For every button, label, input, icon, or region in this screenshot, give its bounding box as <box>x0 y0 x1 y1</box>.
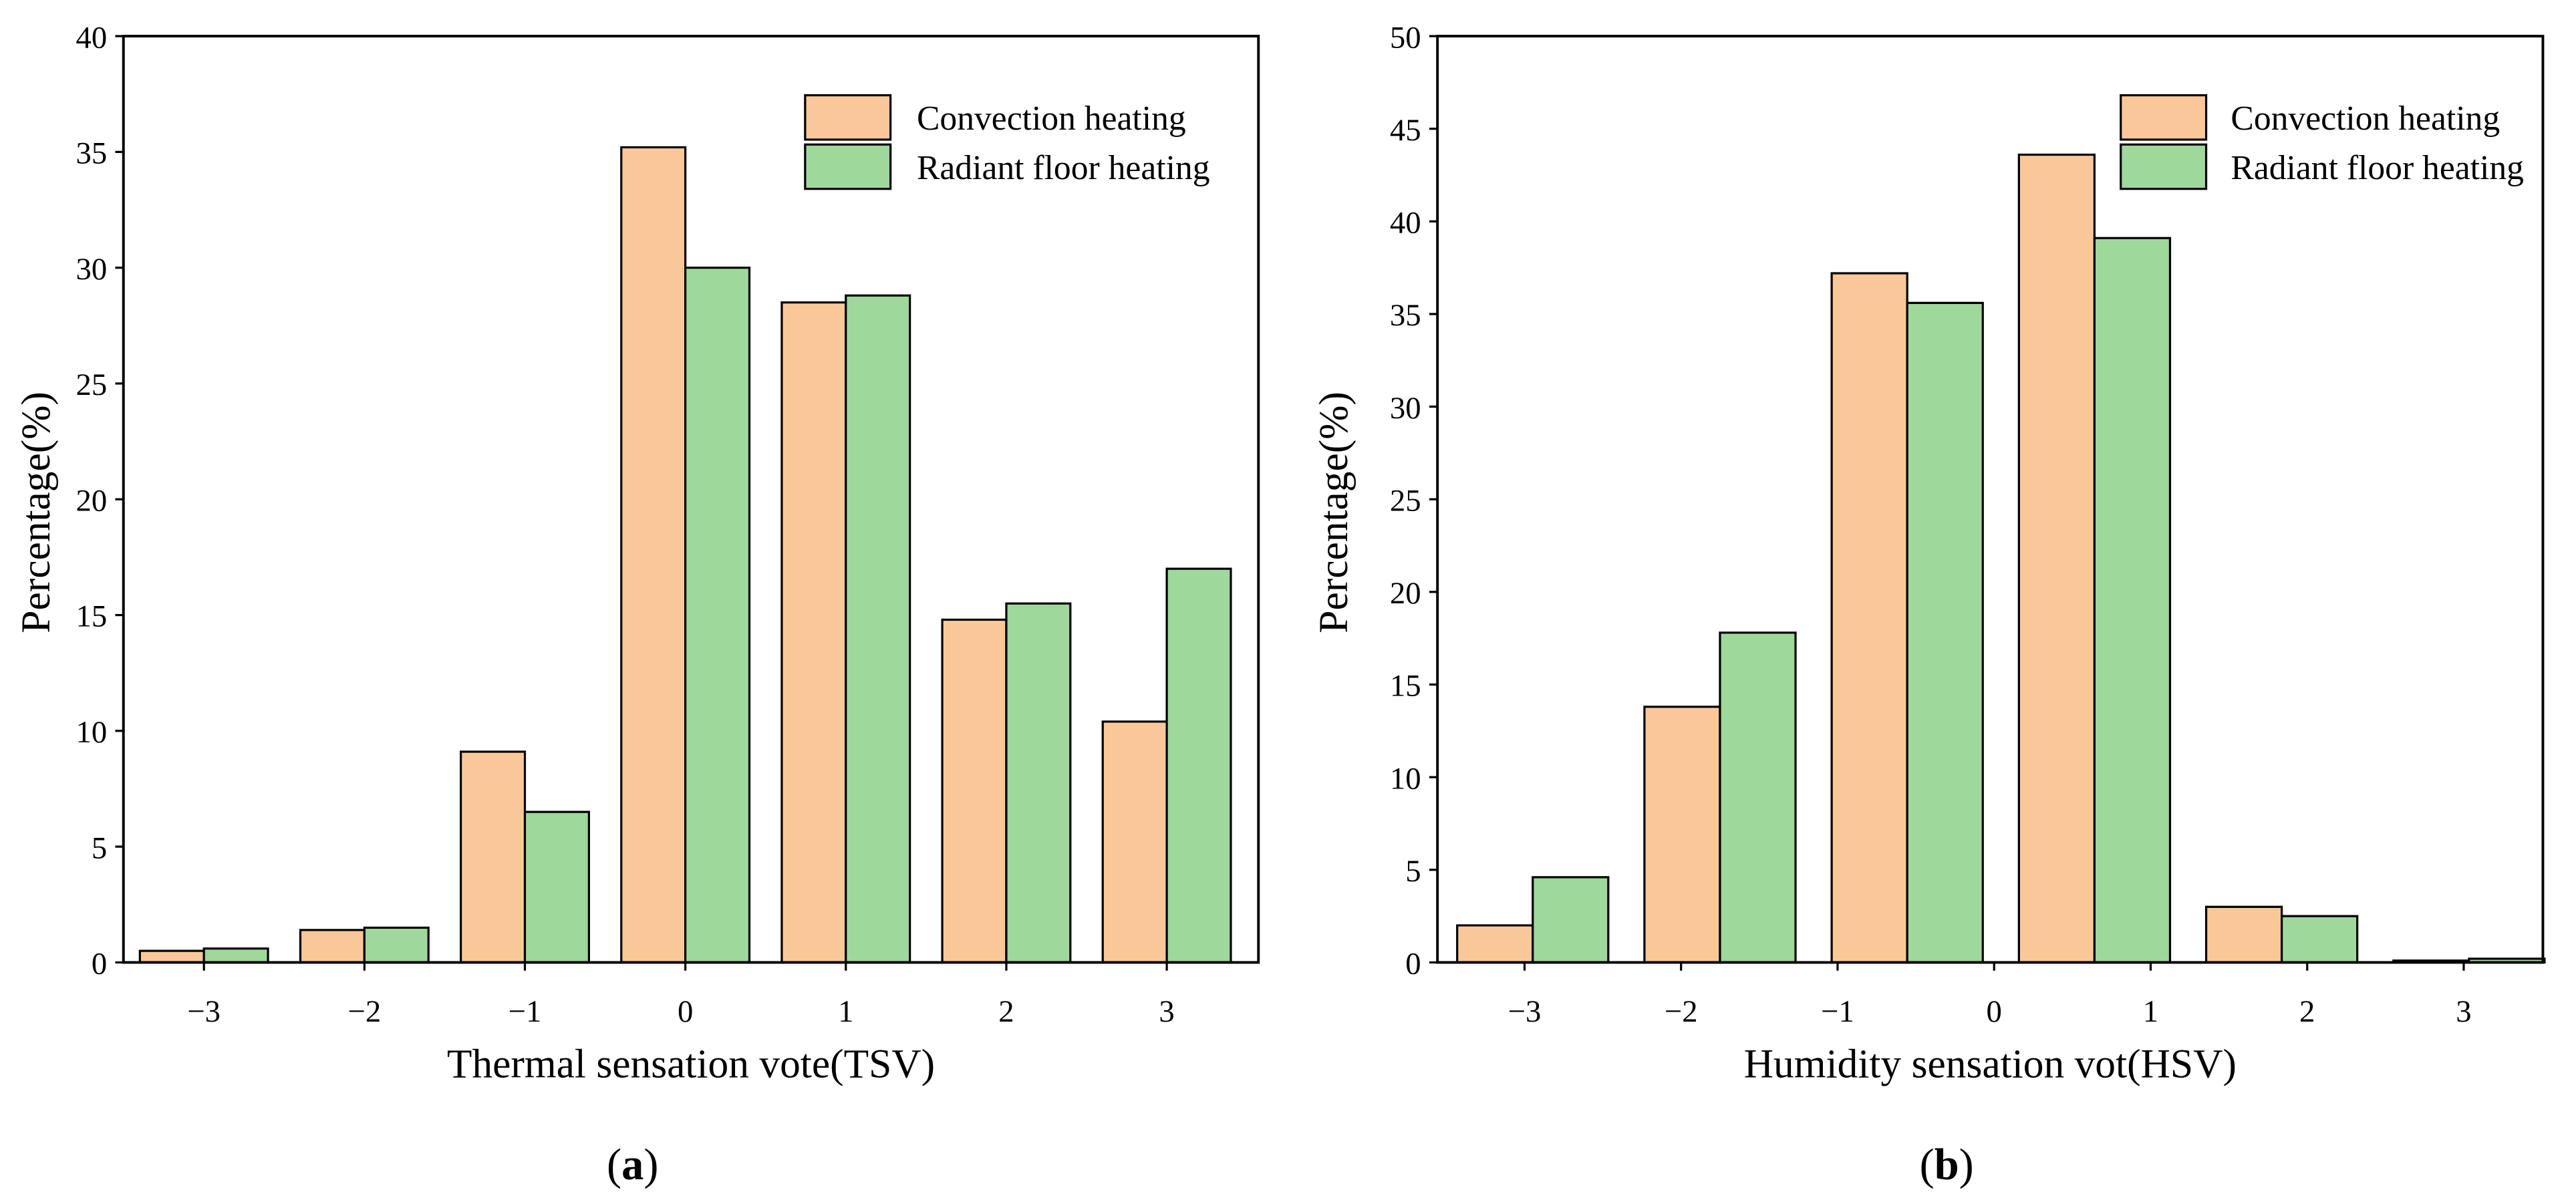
y-tick-label: 0 <box>92 947 107 982</box>
bar-radiant <box>684 267 751 964</box>
bar-convection <box>620 146 687 964</box>
y-tick-label: 30 <box>1390 391 1421 426</box>
y-tick-label: 25 <box>76 367 107 402</box>
bar-convection <box>460 750 527 964</box>
bar-convection <box>2204 905 2283 964</box>
bar-radiant <box>1719 631 1797 964</box>
y-tick-label: 20 <box>1390 576 1421 611</box>
x-tick-label: −2 <box>1665 994 1698 1029</box>
bar-radiant <box>1906 301 1984 964</box>
caption-paren: ) <box>1959 1141 1974 1189</box>
y-tick-label: 10 <box>1390 761 1421 796</box>
x-tick-label: 1 <box>2143 994 2158 1029</box>
panel-caption: (a) <box>607 1141 658 1189</box>
legend-label: Radiant floor heating <box>917 149 1210 187</box>
legend-swatch <box>2120 143 2208 190</box>
bar-radiant <box>1005 602 1072 964</box>
x-tick-label: 3 <box>1159 994 1174 1029</box>
x-tick-label: −3 <box>1508 994 1542 1029</box>
y-tick-label: 10 <box>76 715 107 750</box>
x-axis-label: Humidity sensation vot(HSV) <box>1744 1041 2237 1086</box>
y-axis-label: Percentage(%) <box>1311 392 1356 633</box>
caption-paren: ( <box>607 1141 621 1189</box>
bar-radiant <box>2281 915 2359 964</box>
y-tick-label: 35 <box>76 136 107 171</box>
y-axis-label: Percentage(%) <box>13 392 59 633</box>
bar-radiant <box>523 810 590 964</box>
caption-letter: a <box>621 1141 643 1189</box>
y-tick-label: 45 <box>1390 113 1421 148</box>
bar-convection <box>780 301 847 964</box>
legend-swatch <box>804 94 892 141</box>
x-tick-label: 0 <box>1987 994 2002 1029</box>
x-tick-label: 2 <box>998 994 1014 1029</box>
bar-radiant <box>1532 876 1610 964</box>
bar-radiant <box>845 294 911 964</box>
bar-convection <box>1643 706 1721 964</box>
bar-radiant <box>363 926 430 964</box>
bar-convection <box>1830 272 1908 964</box>
bar-convection <box>2017 153 2096 964</box>
x-tick-label: 3 <box>2456 994 2471 1029</box>
chart-panel-b: 0 5 10 15 20 25 30 35 40 45 50 −3 −2 −1 0 1 2 3 Humidity s… <box>1311 20 2546 1189</box>
y-tick-label: 25 <box>1390 483 1421 518</box>
y-tick-label: 15 <box>76 599 107 634</box>
bar-radiant <box>2093 237 2172 964</box>
caption-paren: ) <box>643 1141 658 1189</box>
plot-frame <box>1436 35 2545 964</box>
legend-label: Convection heating <box>917 100 1186 138</box>
caption-paren: ( <box>1920 1141 1935 1189</box>
bar-convection <box>1101 720 1168 964</box>
x-axis-label: Thermal sensation vote(TSV) <box>447 1041 935 1086</box>
bar-radiant <box>202 947 269 964</box>
x-tick-label: 0 <box>678 994 693 1029</box>
y-tick-label: 15 <box>1390 669 1421 704</box>
legend-label: Radiant floor heating <box>2231 149 2524 187</box>
y-tick-label: 0 <box>1405 947 1421 982</box>
chart-panel-a: 0 5 10 15 20 25 30 35 40 −3 −2 −1 0 1 2 3 Thermal sensat… <box>13 20 1260 1189</box>
bar-convection <box>941 618 1008 964</box>
bar-radiant <box>1165 567 1232 964</box>
x-tick-label: −1 <box>1821 994 1854 1029</box>
caption-letter: b <box>1935 1141 1959 1189</box>
panel-caption: (b) <box>1920 1141 1974 1189</box>
x-tick-label: −3 <box>187 994 221 1029</box>
x-tick-label: 2 <box>2299 994 2315 1029</box>
y-tick-label: 40 <box>1390 206 1421 241</box>
bar-convection <box>1456 924 1534 964</box>
x-tick-label: −1 <box>509 994 542 1029</box>
y-tick-label: 40 <box>76 20 107 55</box>
y-tick-label: 35 <box>1390 298 1421 333</box>
y-tick-label: 5 <box>92 831 107 865</box>
bar-convection <box>138 949 205 964</box>
y-tick-label: 30 <box>76 252 107 287</box>
x-tick-label: 1 <box>838 994 853 1029</box>
y-tick-label: 20 <box>76 483 107 518</box>
bar-convection <box>299 929 366 964</box>
y-tick-label: 50 <box>1390 20 1421 55</box>
x-tick-label: −2 <box>347 994 381 1029</box>
legend-label: Convection heating <box>2231 100 2500 138</box>
y-tick-label: 5 <box>1405 854 1421 889</box>
legend-swatch <box>2120 94 2208 141</box>
legend-swatch <box>804 143 892 190</box>
